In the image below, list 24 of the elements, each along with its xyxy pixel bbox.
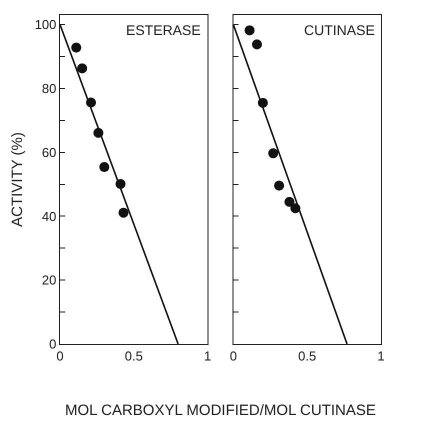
point — [99, 162, 110, 172]
text: CUTINASE — [304, 22, 375, 38]
y-tick-label: 40 — [42, 208, 56, 224]
y-tick-label: 0 — [49, 336, 56, 352]
text: ESTERASE — [126, 22, 201, 38]
x-tick-label: 1 — [204, 348, 212, 364]
x-tick-label: 0.5 — [124, 348, 143, 364]
x-tick-label: 0 — [230, 348, 237, 364]
point — [77, 63, 88, 74]
point — [274, 180, 284, 191]
y-tick-label: 60 — [42, 144, 56, 160]
point — [71, 42, 82, 53]
point — [284, 196, 294, 207]
y-tick-label: 20 — [42, 272, 56, 288]
x-tick-label: 0.5 — [298, 348, 316, 364]
point — [268, 148, 278, 158]
x-axis-title: MOL CARBOXYL MODIFIED/MOL CUTINASE — [65, 402, 376, 419]
point — [118, 208, 128, 218]
y-tick-label: 80 — [42, 81, 56, 96]
point — [244, 25, 255, 36]
y-tick-label: 100 — [34, 17, 56, 32]
y-axis-title: ACTIVITY (%) — [8, 132, 26, 227]
x-tick-label: 1 — [377, 348, 385, 364]
point — [252, 39, 262, 50]
